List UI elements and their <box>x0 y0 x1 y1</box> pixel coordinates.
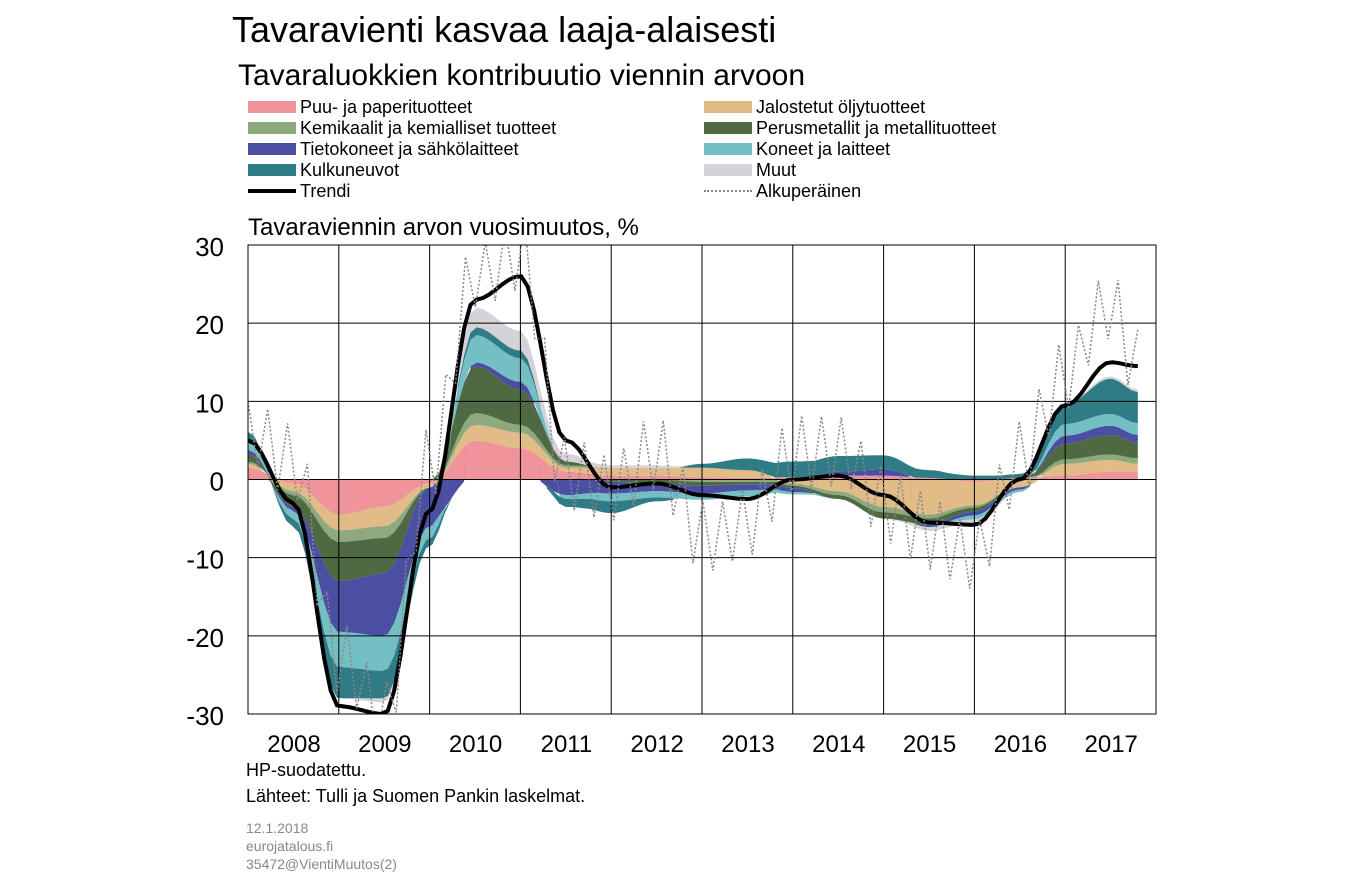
legend-label: Muut <box>756 159 797 180</box>
x-tick-label: 2009 <box>358 731 411 758</box>
legend-label: Alkuperäinen <box>756 180 862 201</box>
y-tick-label: -20 <box>186 623 224 653</box>
meta-code: 35472@VientiMuutos(2) <box>246 856 397 872</box>
legend-item-wood-paper: Puu- ja paperituotteet <box>248 97 472 117</box>
legend-label: Kemikaalit ja kemialliset tuotteet <box>300 117 557 138</box>
legend-swatch <box>704 190 752 192</box>
legend: Puu- ja paperituotteet Jalostetut öljytu… <box>248 97 1068 207</box>
legend-label: Perusmetallit ja metallituotteet <box>756 117 997 138</box>
legend-label: Koneet ja laitteet <box>756 138 891 159</box>
legend-item-other: Muut <box>704 160 796 180</box>
legend-item-vehicles: Kulkuneuvot <box>248 160 399 180</box>
legend-label: Kulkuneuvot <box>300 159 400 180</box>
chart-title: Tavaravienti kasvaa laaja-alaisesti <box>232 9 777 50</box>
legend-swatch <box>248 189 296 193</box>
legend-item-chemicals: Kemikaalit ja kemialliset tuotteet <box>248 118 556 138</box>
y-tick-label: 30 <box>195 232 224 262</box>
original-series-line <box>248 245 1139 714</box>
note-filter: HP-suodatettu. <box>246 760 367 780</box>
meta-date: 12.1.2018 <box>246 820 309 836</box>
chart-subtitle: Tavaraluokkien kontribuutio viennin arvo… <box>238 59 806 92</box>
x-tick-label: 2014 <box>812 731 865 758</box>
legend-swatch <box>248 143 296 155</box>
legend-item-machinery: Koneet ja laitteet <box>704 139 890 159</box>
x-tick-label: 2008 <box>267 731 320 758</box>
y-tick-label: 0 <box>210 467 224 497</box>
y-tick-label: 20 <box>195 310 224 340</box>
x-tick-label: 2017 <box>1085 731 1138 758</box>
x-tick-label: 2015 <box>903 731 956 758</box>
x-tick-label: 2012 <box>631 731 684 758</box>
y-axis-title: Tavaraviennin arvon vuosimuutos, % <box>248 214 639 241</box>
legend-swatch <box>704 122 752 134</box>
meta-site: eurojatalous.fi <box>246 838 334 854</box>
legend-swatch <box>248 164 296 176</box>
area-series <box>248 366 1138 581</box>
legend-swatch <box>704 101 752 113</box>
area-series <box>248 424 1138 531</box>
legend-swatch <box>248 101 296 113</box>
legend-item-original: Alkuperäinen <box>704 181 861 201</box>
x-tick-label: 2011 <box>541 731 593 758</box>
legend-swatch <box>704 164 752 176</box>
legend-label: Puu- ja paperituotteet <box>300 96 473 117</box>
area-series <box>248 362 1138 636</box>
y-tick-label: 10 <box>195 388 224 418</box>
legend-label: Trendi <box>300 180 351 201</box>
x-tick-label: 2010 <box>449 731 502 758</box>
plot-frame <box>247 244 1157 715</box>
y-tick-label: -30 <box>186 701 224 731</box>
legend-label: Jalostetut öljytuotteet <box>756 96 926 117</box>
area-series <box>248 440 1138 515</box>
x-tick-label: 2016 <box>994 731 1047 758</box>
legend-item-metals: Perusmetallit ja metallituotteet <box>704 118 996 138</box>
legend-item-refined-oil: Jalostetut öljytuotteet <box>704 97 925 117</box>
y-tick-label: -10 <box>186 545 224 575</box>
legend-item-computers: Tietokoneet ja sähkölaitteet <box>248 139 518 159</box>
note-source: Lähteet: Tulli ja Suomen Pankin laskelma… <box>246 786 586 806</box>
x-tick-label: 2013 <box>721 731 774 758</box>
legend-swatch <box>704 143 752 155</box>
stacked-areas <box>248 307 1138 703</box>
legend-swatch <box>248 122 296 134</box>
legend-label: Tietokoneet ja sähkölaitteet <box>300 138 519 159</box>
legend-item-trend: Trendi <box>248 181 350 201</box>
area-series <box>248 334 1138 671</box>
trend-series-line <box>248 274 1138 714</box>
